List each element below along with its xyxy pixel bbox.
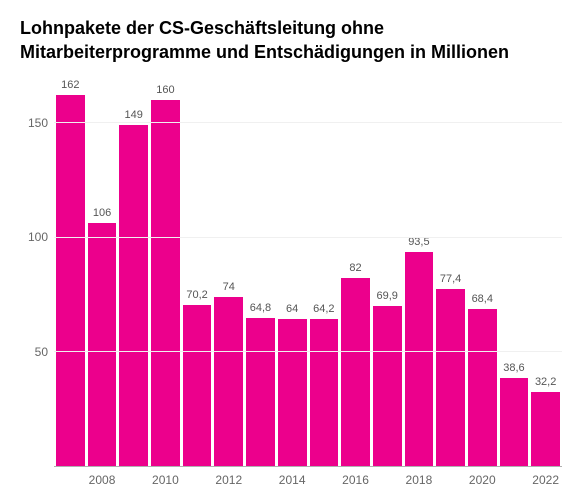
bar-value-label: 69,9 (377, 290, 398, 302)
bar-slot: 64 (278, 77, 307, 466)
bar-slot: 64,8 (246, 77, 275, 466)
chart-container: Lohnpakete der CS-Geschäftsleitung ohne … (0, 0, 582, 503)
bar-slot: 77,4 (436, 77, 465, 466)
y-axis: 50 100 150 (20, 77, 54, 467)
bar-slot: 32,2 (531, 77, 560, 466)
bar (246, 318, 275, 466)
x-tick-label (183, 467, 212, 491)
x-tick-label: 2010 (151, 467, 180, 491)
bar-slot: 74 (214, 77, 243, 466)
bar (56, 95, 85, 466)
gridline (54, 237, 562, 238)
bar-slot: 162 (56, 77, 85, 466)
plot-area: 162 106 149 160 70,2 74 64,8 64 64,2 82 69,9 93,5 77… (54, 77, 562, 467)
x-tick-label (310, 467, 339, 491)
x-tick-label: 2012 (214, 467, 243, 491)
bar (88, 223, 117, 466)
chart-title: Lohnpakete der CS-Geschäftsleitung ohne … (20, 16, 562, 65)
y-tick-label: 50 (35, 345, 48, 359)
bar (310, 319, 339, 466)
bar-value-label: 82 (349, 262, 361, 274)
bar-value-label: 77,4 (440, 273, 461, 285)
bar-value-label: 32,2 (535, 376, 556, 388)
bar (119, 125, 148, 466)
x-tick-label (246, 467, 275, 491)
bar-value-label: 38,6 (503, 362, 524, 374)
x-tick-label: 2014 (278, 467, 307, 491)
bar-slot: 69,9 (373, 77, 402, 466)
bar (151, 100, 180, 467)
x-tick-label: 2020 (468, 467, 497, 491)
y-tick-label: 150 (28, 116, 48, 130)
bar-value-label: 162 (61, 79, 79, 91)
x-tick-label: 2016 (341, 467, 370, 491)
bar-value-label: 106 (93, 207, 111, 219)
x-tick-label (500, 467, 529, 491)
x-tick-label (373, 467, 402, 491)
bar-slot: 64,2 (310, 77, 339, 466)
bar (500, 378, 529, 466)
bar-value-label: 149 (125, 109, 143, 121)
bar (436, 289, 465, 466)
bar (214, 297, 243, 467)
bar-slot: 82 (341, 77, 370, 466)
x-tick-label: 2008 (88, 467, 117, 491)
bar-value-label: 64 (286, 303, 298, 315)
x-tick-label (119, 467, 148, 491)
bar-slot: 68,4 (468, 77, 497, 466)
bar (531, 392, 560, 466)
bar (183, 305, 212, 466)
bar-value-label: 68,4 (472, 293, 493, 305)
bar-value-label: 160 (156, 84, 174, 96)
bar-slot: 38,6 (500, 77, 529, 466)
bar-slot: 106 (88, 77, 117, 466)
x-tick-label (56, 467, 85, 491)
bar (373, 306, 402, 466)
bar-value-label: 74 (223, 281, 235, 293)
x-tick-label: 2018 (405, 467, 434, 491)
bar (468, 309, 497, 466)
bar-slot: 149 (119, 77, 148, 466)
bar-value-label: 64,8 (250, 302, 271, 314)
x-axis: 2008 2010 2012 2014 2016 2018 2020 2022 (54, 467, 562, 491)
bar (341, 278, 370, 466)
bar-slot: 70,2 (183, 77, 212, 466)
gridline (54, 122, 562, 123)
y-tick-label: 100 (28, 230, 48, 244)
bar-value-label: 64,2 (313, 303, 334, 315)
bar (405, 252, 434, 466)
bars-group: 162 106 149 160 70,2 74 64,8 64 64,2 82 69,9 93,5 77… (54, 77, 562, 466)
x-tick-label (436, 467, 465, 491)
x-tick-label: 2022 (531, 467, 560, 491)
gridline (54, 351, 562, 352)
chart-area: 50 100 150 162 106 149 160 70,2 74 64,8 64 64,2 82 6… (20, 77, 562, 467)
bar-slot: 160 (151, 77, 180, 466)
bar-slot: 93,5 (405, 77, 434, 466)
bar (278, 319, 307, 466)
bar-value-label: 70,2 (186, 289, 207, 301)
